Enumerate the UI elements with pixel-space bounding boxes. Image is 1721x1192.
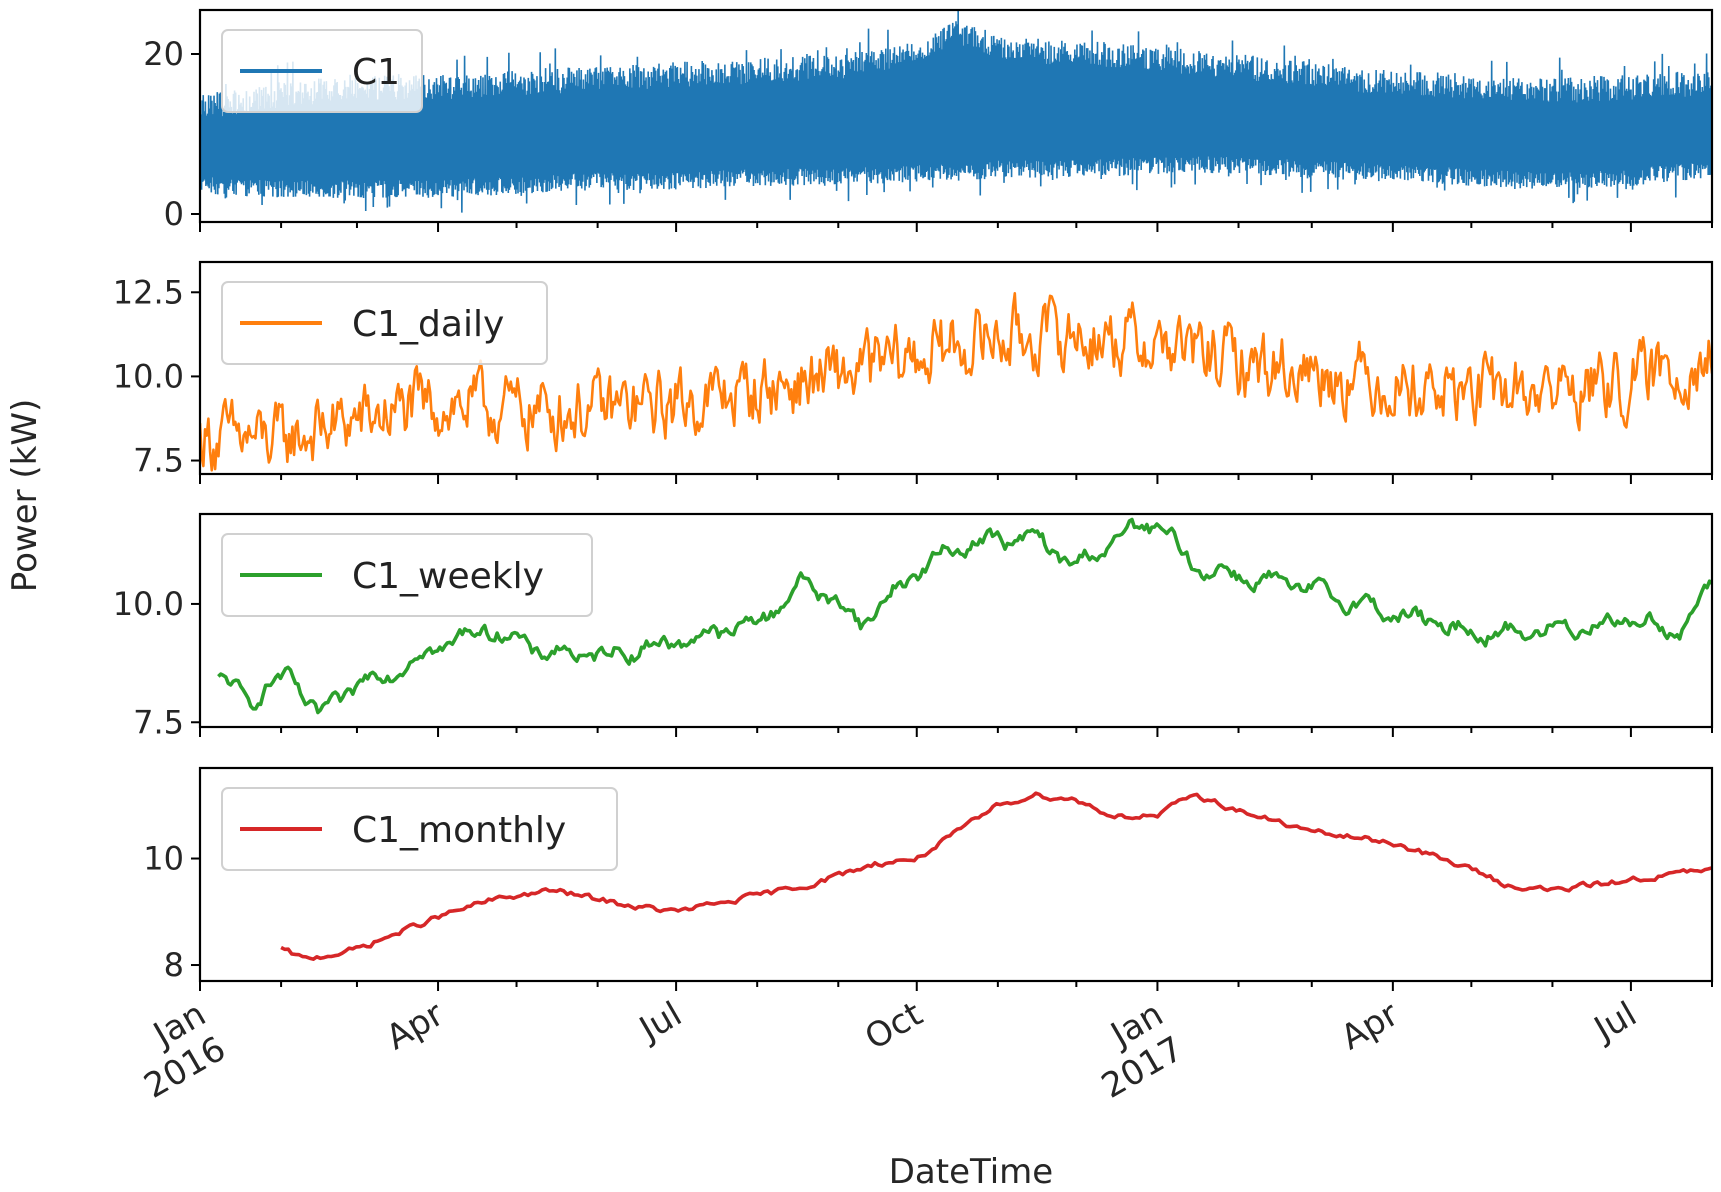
c1-monthly-line (280, 791, 1712, 961)
ytick-label: 7.5 (133, 442, 184, 480)
c1-line (200, 10, 1712, 213)
legend: C1_weekly (221, 533, 593, 617)
xtick-label: Jul (631, 994, 688, 1050)
ytick-label: 10.0 (113, 585, 184, 623)
axes-frame (198, 260, 1714, 476)
axes-frame (198, 766, 1714, 983)
legend: C1_daily (221, 281, 548, 365)
legend-label: C1_daily (352, 304, 504, 345)
legend: C1_monthly (221, 787, 618, 871)
panel-c1-monthly: 8 10 C1_monthly (143, 766, 1714, 991)
ytick-label: 10.0 (113, 357, 184, 395)
legend-label: C1 (352, 52, 400, 93)
ytick-label: 0 (164, 195, 184, 233)
axes-frame (198, 512, 1714, 729)
xtick-label-line: Jul (631, 994, 688, 1050)
series-c1-monthly (280, 791, 1712, 961)
xtick-label: Apr (1334, 994, 1405, 1058)
ytick-label: 20 (143, 35, 184, 73)
ytick-label: 10 (143, 840, 184, 878)
ytick-label: 7.5 (133, 703, 184, 741)
panel-c1: 0 20 C1 (143, 8, 1714, 233)
legend-box (221, 533, 593, 617)
axes-frame (198, 8, 1714, 224)
legend-label: C1_monthly (352, 810, 566, 851)
xtick-label: Oct (858, 994, 929, 1058)
xtick-label: Jan2017 (1075, 994, 1190, 1107)
panel-c1-daily: 7.5 10.0 12.5 C1_daily (113, 260, 1714, 484)
panel-c1-weekly: 7.5 10.0 C1_weekly (113, 512, 1714, 741)
xtick-label: Jul (1586, 994, 1643, 1050)
ytick-label: 8 (164, 946, 184, 984)
x-tick-labels: Jan2016 Apr Jul Oct Jan2017 Apr Jul (118, 994, 1644, 1107)
x-axis-title: DateTime (889, 1152, 1053, 1192)
xtick-label: Jan2016 (118, 994, 233, 1107)
xtick-label-line: Apr (380, 994, 451, 1058)
legend-box (221, 787, 618, 871)
c1-daily-line (200, 292, 1712, 472)
ytick-label: 12.5 (113, 273, 184, 311)
xtick-label-line: Jul (1586, 994, 1643, 1050)
series-c1-weekly (217, 517, 1712, 715)
xtick-label-line: Oct (858, 994, 929, 1058)
y-axis-title: Power (kW) (5, 399, 45, 592)
series-c1-daily (200, 292, 1712, 472)
legend-box (221, 281, 548, 365)
series-c1 (200, 10, 1712, 213)
xtick-label: Apr (380, 994, 451, 1058)
xtick-label-line: Apr (1334, 994, 1405, 1058)
c1-weekly-line (217, 517, 1712, 715)
legend: C1 (221, 29, 423, 113)
legend-label: C1_weekly (352, 556, 544, 597)
